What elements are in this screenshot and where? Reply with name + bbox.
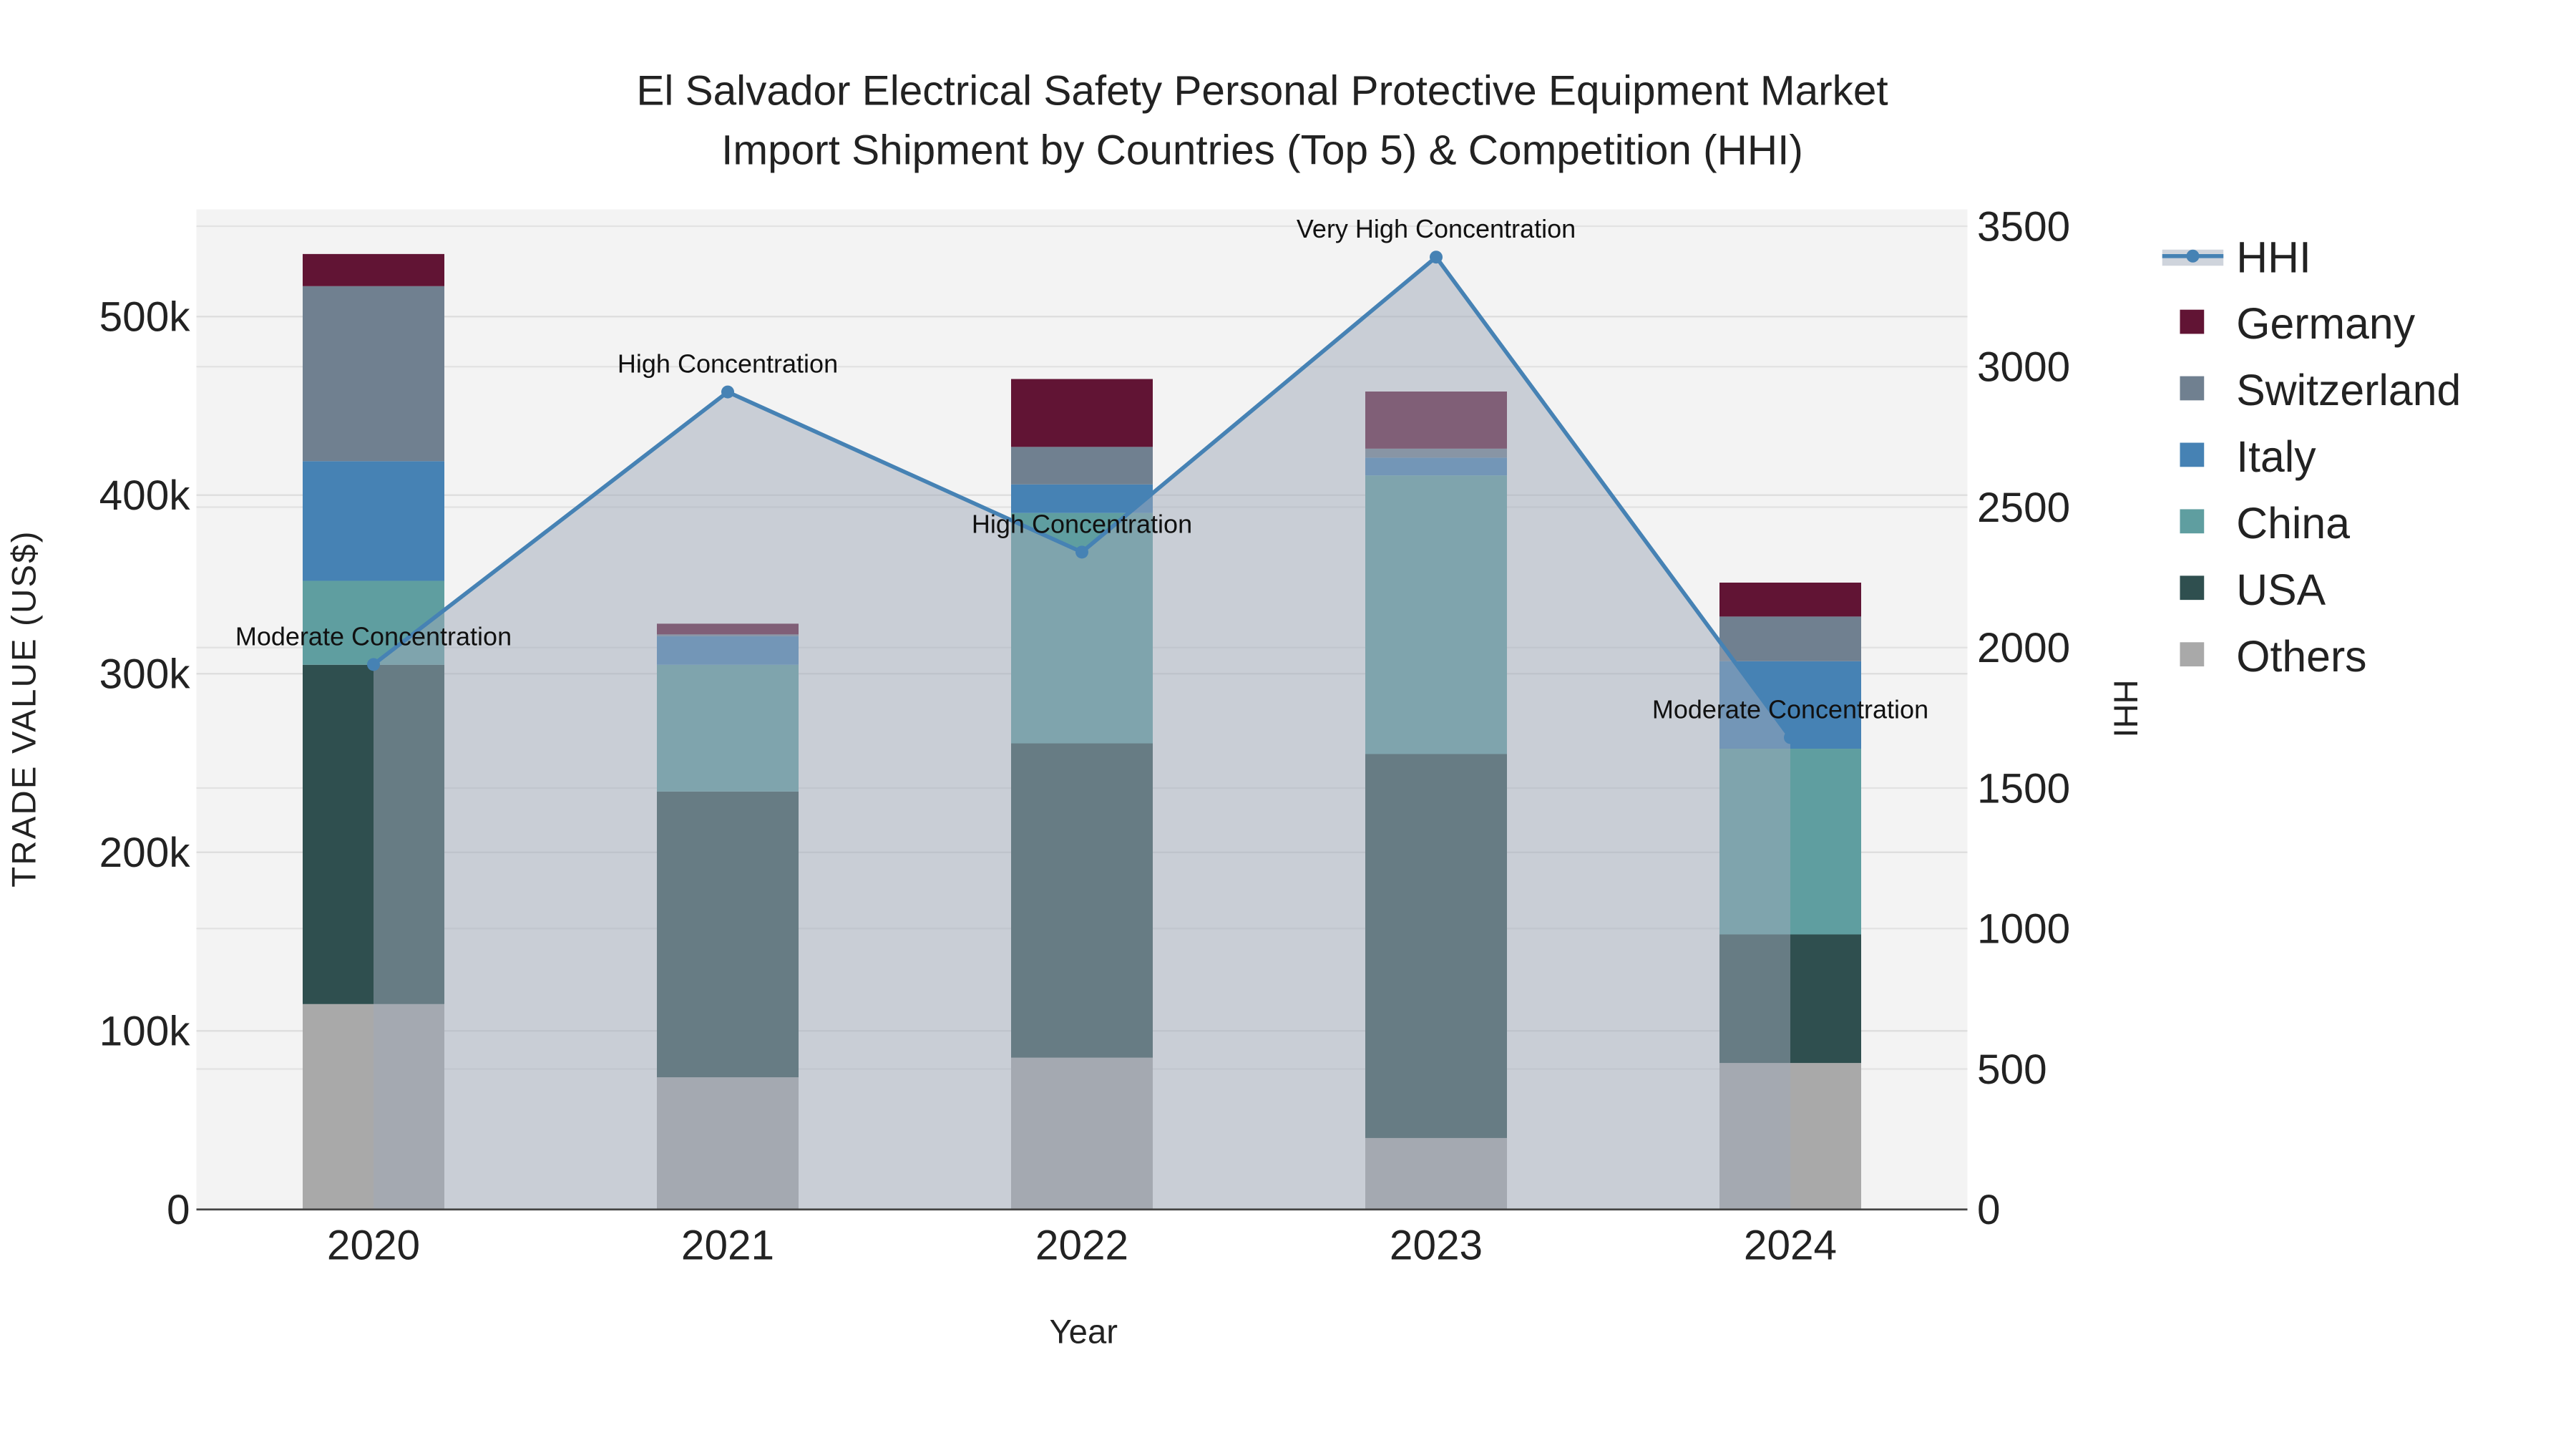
- hhi-annotation: Moderate Concentration: [235, 621, 512, 651]
- y2-axis-title: HHI: [2106, 679, 2144, 737]
- x-tick-label: 2020: [327, 1223, 420, 1269]
- legend-swatch-germany: [2180, 309, 2205, 334]
- legend-swatch-others: [2180, 642, 2205, 667]
- bar-switzerland-2022: [1011, 447, 1153, 485]
- hhi-point-2024: [1784, 731, 1797, 744]
- legend-label-switzerland: Switzerland: [2236, 366, 2461, 414]
- legend-label-italy: Italy: [2236, 432, 2316, 481]
- legend-label-others: Others: [2236, 632, 2366, 681]
- legend-label-usa: USA: [2236, 565, 2326, 614]
- y-tick-label: 300k: [99, 651, 191, 697]
- bar-germany-2020: [303, 253, 444, 286]
- hhi-point-2022: [1075, 545, 1088, 559]
- hhi-annotation: High Concentration: [972, 509, 1192, 538]
- x-tick-label: 2022: [1035, 1223, 1128, 1269]
- y2-tick-label: 3000: [1977, 344, 2070, 391]
- legend-swatch-usa: [2180, 575, 2205, 601]
- hhi-annotation: Very High Concentration: [1297, 214, 1576, 243]
- y-tick-label: 200k: [99, 830, 191, 876]
- chart-title: El Salvador Electrical Safety Personal P…: [636, 67, 1888, 114]
- legend-label-hhi: HHI: [2236, 233, 2311, 281]
- y2-tick-label: 3500: [1977, 203, 2070, 250]
- x-tick-label: 2024: [1744, 1223, 1837, 1269]
- y2-tick-label: 0: [1977, 1187, 2001, 1233]
- bar-switzerland-2024: [1719, 616, 1861, 661]
- y-axis-title: TRADE VALUE (US$): [6, 530, 44, 887]
- y-tick-label: 100k: [99, 1008, 191, 1054]
- x-tick-label: 2021: [681, 1223, 774, 1269]
- y2-tick-label: 2000: [1977, 625, 2070, 671]
- legend-swatch-switzerland: [2180, 376, 2205, 401]
- y2-tick-label: 500: [1977, 1046, 2047, 1093]
- hhi-point-2020: [367, 658, 380, 671]
- legend-label-germany: Germany: [2236, 299, 2415, 348]
- hhi-point-2021: [721, 385, 734, 399]
- x-axis-title: Year: [1050, 1313, 1118, 1351]
- chart-subtitle: Import Shipment by Countries (Top 5) & C…: [721, 127, 1803, 174]
- bar-italy-2020: [303, 461, 444, 581]
- legend-label-china: China: [2236, 499, 2350, 548]
- x-tick-label: 2023: [1390, 1223, 1483, 1269]
- hhi-area: [374, 257, 1790, 1210]
- bar-germany-2024: [1719, 582, 1861, 617]
- bar-switzerland-2020: [303, 286, 444, 462]
- legend-swatch-italy: [2180, 442, 2205, 467]
- legend-swatch-china: [2180, 509, 2205, 534]
- bar-italy-2022: [1011, 484, 1153, 513]
- y-tick-label: 500k: [99, 293, 191, 340]
- y2-tick-label: 1500: [1977, 765, 2070, 812]
- legend: HHI Germany Switzerland Italy China USA Others: [2162, 233, 2461, 681]
- hhi-annotation: High Concentration: [618, 349, 838, 379]
- y-tick-label: 0: [167, 1187, 190, 1233]
- hhi-annotation: Moderate Concentration: [1652, 694, 1928, 724]
- y2-tick-label: 2500: [1977, 485, 2070, 531]
- legend-hhi-marker: [2186, 249, 2200, 263]
- y-tick-label: 400k: [99, 472, 191, 519]
- y2-tick-label: 1000: [1977, 906, 2070, 953]
- hhi-point-2023: [1430, 251, 1443, 264]
- bar-germany-2022: [1011, 379, 1153, 447]
